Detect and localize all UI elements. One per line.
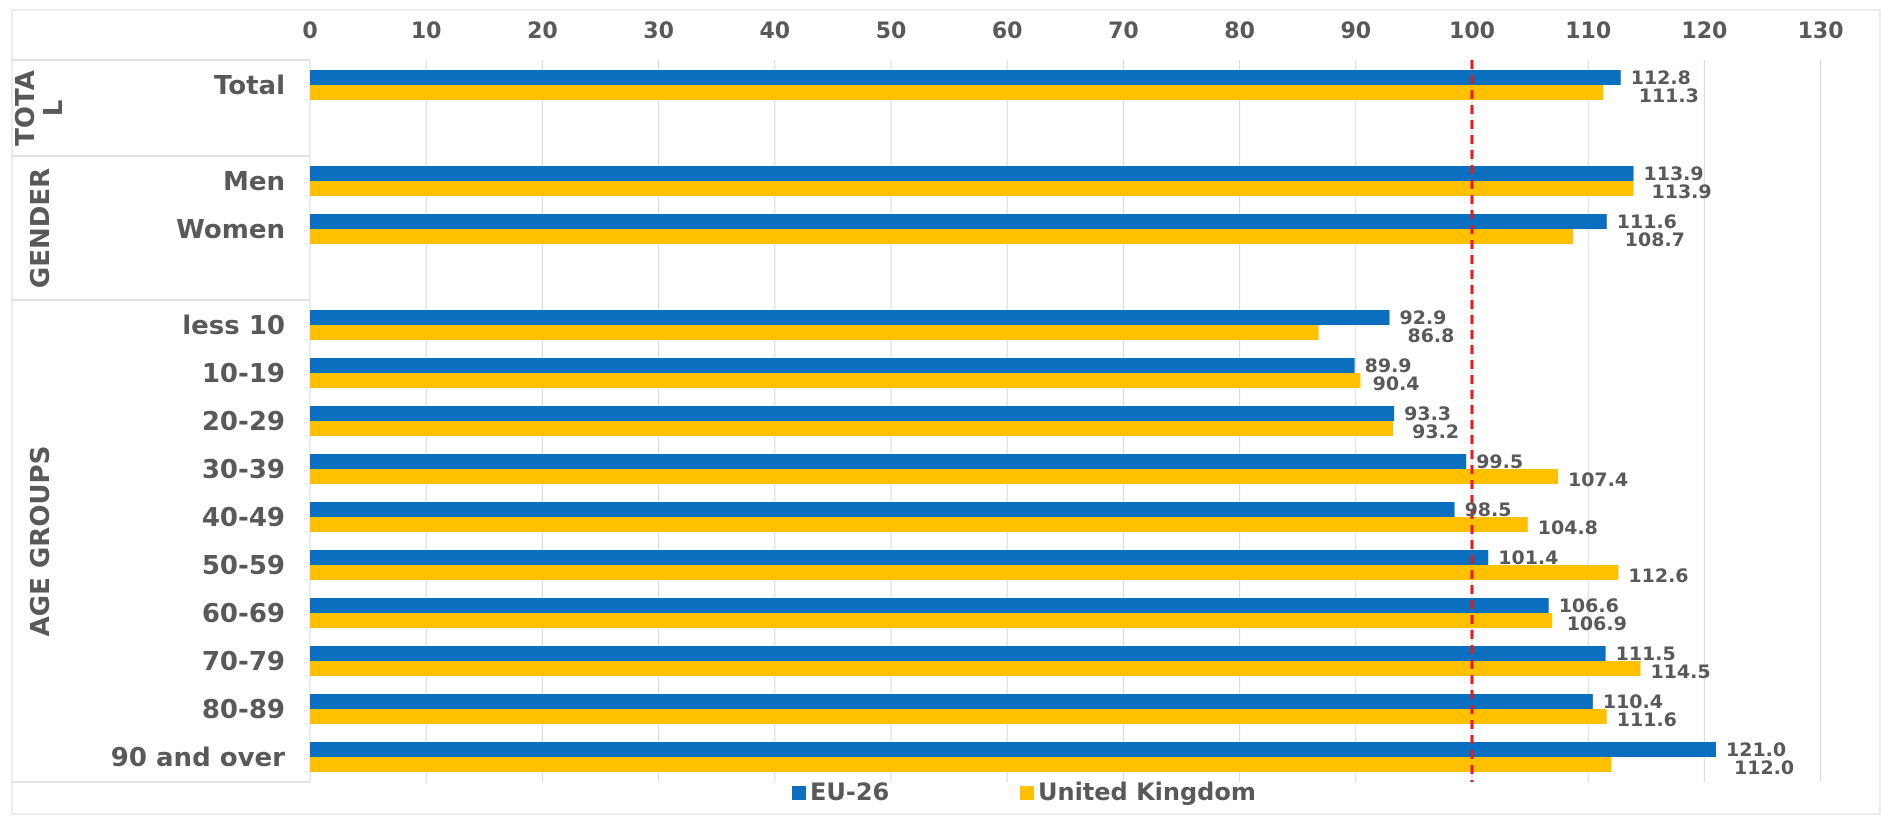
bar-united-kingdom <box>310 469 1558 484</box>
data-label-united-kingdom: 111.6 <box>1617 709 1677 731</box>
bar-united-kingdom <box>310 85 1604 100</box>
bar-eu26 <box>310 310 1390 325</box>
data-label-eu26: 101.4 <box>1498 547 1558 569</box>
bar-united-kingdom <box>310 709 1607 724</box>
data-label-united-kingdom: 104.8 <box>1538 517 1598 539</box>
bar-united-kingdom <box>310 373 1361 388</box>
legend-swatch <box>792 786 806 800</box>
legend-swatch <box>1020 786 1034 800</box>
bar-eu26 <box>310 502 1455 517</box>
legend-label: United Kingdom <box>1038 778 1256 806</box>
bar-united-kingdom <box>310 661 1641 676</box>
x-tick-label: 60 <box>992 19 1023 44</box>
x-tick-label: 80 <box>1224 19 1255 44</box>
bar-eu26 <box>310 646 1606 661</box>
category-label: 80-89 <box>202 695 285 725</box>
data-label-eu26: 106.6 <box>1559 595 1619 617</box>
data-label-eu26: 112.8 <box>1631 67 1691 89</box>
bar-united-kingdom <box>310 757 1612 772</box>
group-label-line: L <box>39 100 69 117</box>
group-label: GENDER <box>26 168 56 288</box>
data-label-eu26: 121.0 <box>1726 739 1786 761</box>
data-label-eu26: 111.6 <box>1617 211 1677 233</box>
category-axis: Total TOTAL Men Women GENDER less 10 10-19 20-2… <box>11 70 285 773</box>
data-label-eu26: 98.5 <box>1465 499 1512 521</box>
category-label: Men <box>223 167 285 197</box>
category-label: 70-79 <box>202 647 285 677</box>
bars <box>310 70 1717 772</box>
bar-united-kingdom <box>310 181 1634 196</box>
bar-united-kingdom <box>310 517 1528 532</box>
data-label-united-kingdom: 113.9 <box>1652 181 1712 203</box>
category-label: Women <box>176 215 285 245</box>
x-tick-label: 20 <box>527 19 558 44</box>
category-label: 40-49 <box>202 503 285 533</box>
category-label: 20-29 <box>202 407 285 437</box>
data-label-united-kingdom: 86.8 <box>1407 325 1454 347</box>
x-tick-label: 90 <box>1340 19 1371 44</box>
data-label-united-kingdom: 106.9 <box>1567 613 1627 635</box>
bar-eu26 <box>310 166 1634 181</box>
legend-label: EU-26 <box>810 778 889 806</box>
data-label-eu26: 92.9 <box>1399 307 1446 329</box>
chart-border <box>11 9 1881 815</box>
category-label: 30-39 <box>202 455 285 485</box>
data-label-eu26: 110.4 <box>1603 691 1663 713</box>
bar-eu26 <box>310 742 1717 757</box>
category-label: 90 and over <box>111 743 285 773</box>
x-tick-label: 100 <box>1449 19 1495 44</box>
x-tick-label: 30 <box>643 19 674 44</box>
data-label-united-kingdom: 111.3 <box>1639 85 1699 107</box>
bar-eu26 <box>310 550 1489 565</box>
category-label: 50-59 <box>202 551 285 581</box>
data-label-eu26: 113.9 <box>1644 163 1704 185</box>
data-label-eu26: 89.9 <box>1365 355 1412 377</box>
data-label-united-kingdom: 112.0 <box>1734 757 1794 779</box>
x-tick-label: 40 <box>759 19 790 44</box>
x-tick-label: 0 <box>302 19 317 44</box>
group-label: AGE GROUPS <box>26 446 56 637</box>
x-tick-label: 10 <box>411 19 442 44</box>
bar-united-kingdom <box>310 229 1574 244</box>
bar-eu26 <box>310 454 1467 469</box>
category-label: Total <box>214 71 285 101</box>
bar-eu26 <box>310 70 1621 85</box>
x-axis: 0 10 20 30 40 50 60 70 80 90 100 110 120 130 <box>302 19 1843 44</box>
x-tick-label: 50 <box>876 19 907 44</box>
data-label-united-kingdom: 107.4 <box>1568 469 1628 491</box>
x-tick-label: 120 <box>1681 19 1727 44</box>
bar-eu26 <box>310 358 1355 373</box>
data-label-united-kingdom: 93.2 <box>1412 421 1459 443</box>
data-label-united-kingdom: 114.5 <box>1650 661 1710 683</box>
bar-eu26 <box>310 598 1549 613</box>
bar-eu26 <box>310 406 1395 421</box>
data-label-united-kingdom: 112.6 <box>1628 565 1688 587</box>
x-tick-label: 70 <box>1108 19 1139 44</box>
category-label: 10-19 <box>202 359 285 389</box>
bar-eu26 <box>310 694 1593 709</box>
data-labels: 112.8111.3113.9113.9111.6108.792.986.889… <box>1365 67 1794 779</box>
x-tick-label: 110 <box>1565 19 1611 44</box>
bar-united-kingdom <box>310 613 1553 628</box>
bar-united-kingdom <box>310 325 1319 340</box>
bar-eu26 <box>310 214 1607 229</box>
data-label-eu26: 99.5 <box>1476 451 1523 473</box>
category-label: less 10 <box>182 311 285 341</box>
x-tick-label: 130 <box>1798 19 1844 44</box>
group-label: TOTAL <box>11 70 69 146</box>
bar-united-kingdom <box>310 565 1619 580</box>
category-label: 60-69 <box>202 599 285 629</box>
legend: EU-26 United Kingdom <box>792 778 1256 806</box>
data-label-eu26: 93.3 <box>1404 403 1451 425</box>
data-label-eu26: 111.5 <box>1616 643 1676 665</box>
bar-united-kingdom <box>310 421 1393 436</box>
data-label-united-kingdom: 108.7 <box>1625 229 1685 251</box>
data-label-united-kingdom: 90.4 <box>1373 373 1420 395</box>
group-label-line: TOTA <box>11 70 41 146</box>
